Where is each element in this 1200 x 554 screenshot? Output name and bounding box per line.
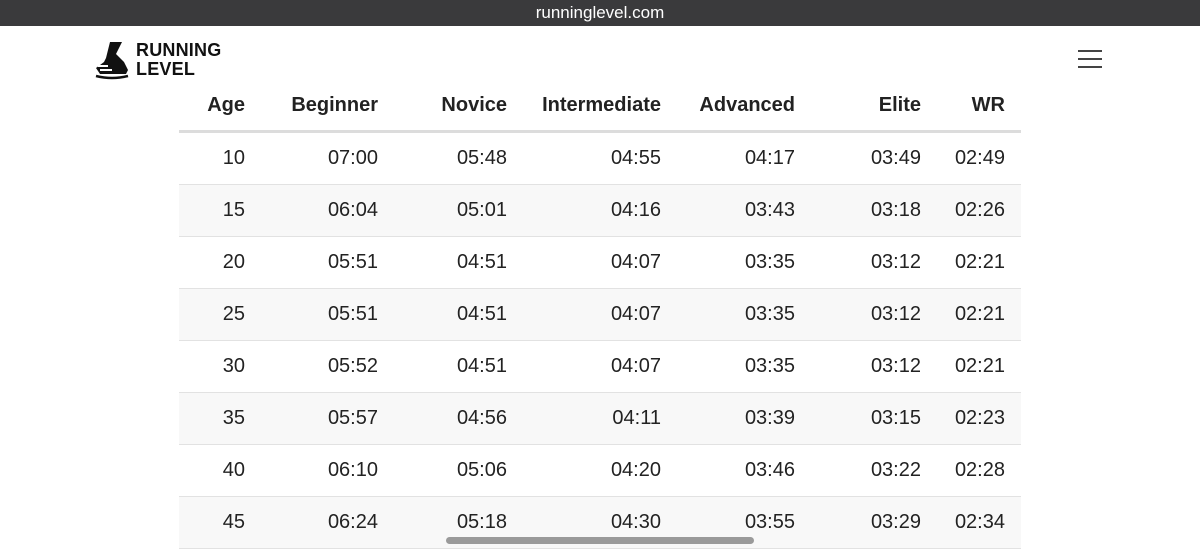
table-cell: 04:07 (523, 288, 677, 341)
table-cell-age: 25 (179, 288, 261, 341)
table-row: 20 05:51 04:51 04:07 03:35 03:12 02:21 (179, 236, 1021, 289)
table-cell: 03:39 (677, 392, 811, 445)
table-cell: 05:51 (261, 236, 394, 289)
table-cell: 04:17 (677, 131, 811, 185)
table-cell: 04:56 (394, 392, 523, 445)
table-cell-age: 30 (179, 340, 261, 393)
table-cell: 03:12 (811, 288, 937, 341)
hamburger-menu-icon-bar-3 (1078, 66, 1102, 68)
table-cell: 04:07 (523, 236, 677, 289)
table-cell: 05:52 (261, 340, 394, 393)
table-cell: 05:01 (394, 184, 523, 237)
table-cell: 05:48 (394, 131, 523, 185)
table-cell: 04:11 (523, 392, 677, 445)
table-cell: 03:22 (811, 444, 937, 497)
column-header-elite[interactable]: Elite (811, 80, 937, 133)
table-cell: 03:12 (811, 236, 937, 289)
table-cell-age: 40 (179, 444, 261, 497)
table-row: 35 05:57 04:56 04:11 03:39 03:15 02:23 (179, 392, 1021, 445)
column-header-novice[interactable]: Novice (394, 80, 523, 133)
table-row: 15 06:04 05:01 04:16 03:43 03:18 02:26 (179, 184, 1021, 237)
table-cell: 03:35 (677, 236, 811, 289)
table-cell: 06:10 (261, 444, 394, 497)
column-header-advanced[interactable]: Advanced (677, 80, 811, 133)
column-header-wr[interactable]: WR (937, 80, 1021, 133)
table-cell: 03:18 (811, 184, 937, 237)
table-cell: 03:46 (677, 444, 811, 497)
table-cell-age: 10 (179, 131, 261, 185)
table-cell: 04:51 (394, 236, 523, 289)
table-cell: 04:51 (394, 340, 523, 393)
table-cell: 02:28 (937, 444, 1021, 497)
pace-table: Age Beginner Novice Intermediate Advance… (179, 80, 1021, 549)
table-cell: 02:49 (937, 131, 1021, 185)
table-cell: 07:00 (261, 131, 394, 185)
table-cell: 02:21 (937, 236, 1021, 289)
table-cell: 03:49 (811, 131, 937, 185)
table-cell: 03:43 (677, 184, 811, 237)
browser-url-text: runninglevel.com (535, 3, 665, 22)
table-row: 10 07:00 05:48 04:55 04:17 03:49 02:49 (179, 131, 1021, 185)
browser-url-bar[interactable]: runninglevel.com (0, 0, 1200, 26)
table-cell: 04:51 (394, 288, 523, 341)
table-cell: 02:21 (937, 340, 1021, 393)
table-cell: 02:26 (937, 184, 1021, 237)
table-cell: 03:15 (811, 392, 937, 445)
table-cell: 04:07 (523, 340, 677, 393)
table-cell-age: 20 (179, 236, 261, 289)
logo-text-running: RUNNING (136, 40, 222, 60)
site-logo[interactable]: RUNNING LEVEL (94, 40, 221, 80)
running-shoe-icon (95, 42, 129, 80)
table-row: 45 06:24 05:18 04:30 03:55 03:29 02:34 (179, 496, 1021, 549)
table-cell: 02:23 (937, 392, 1021, 445)
column-header-intermediate[interactable]: Intermediate (523, 80, 677, 133)
table-cell: 03:12 (811, 340, 937, 393)
table-row: 30 05:52 04:51 04:07 03:35 03:12 02:21 (179, 340, 1021, 393)
table-cell: 02:21 (937, 288, 1021, 341)
logo-text-level: LEVEL (136, 59, 196, 79)
table-cell: 02:34 (937, 496, 1021, 549)
table-cell: 03:35 (677, 288, 811, 341)
table-cell: 06:24 (261, 496, 394, 549)
table-cell: 04:16 (523, 184, 677, 237)
table-cell: 05:57 (261, 392, 394, 445)
table-cell: 05:51 (261, 288, 394, 341)
table-cell: 03:29 (811, 496, 937, 549)
table-cell-age: 45 (179, 496, 261, 549)
hamburger-menu-icon-bar-2 (1078, 58, 1102, 60)
table-header-row: Age Beginner Novice Intermediate Advance… (179, 80, 1021, 133)
table-cell-age: 15 (179, 184, 261, 237)
column-header-beginner[interactable]: Beginner (261, 80, 394, 133)
table-cell-age: 35 (179, 392, 261, 445)
site-header: RUNNING LEVEL (0, 26, 1200, 90)
logo-wordmark: RUNNING LEVEL (136, 41, 221, 79)
table-row: 25 05:51 04:51 04:07 03:35 03:12 02:21 (179, 288, 1021, 341)
table-cell: 06:04 (261, 184, 394, 237)
table-cell: 03:35 (677, 340, 811, 393)
table-cell: 04:20 (523, 444, 677, 497)
hamburger-menu-icon (1078, 50, 1102, 52)
table-cell: 04:55 (523, 131, 677, 185)
table-row: 40 06:10 05:06 04:20 03:46 03:22 02:28 (179, 444, 1021, 497)
table-cell: 05:06 (394, 444, 523, 497)
hamburger-menu-button[interactable] (1078, 50, 1102, 68)
horizontal-scrollbar-thumb[interactable] (446, 537, 754, 544)
column-header-age[interactable]: Age (179, 80, 261, 133)
